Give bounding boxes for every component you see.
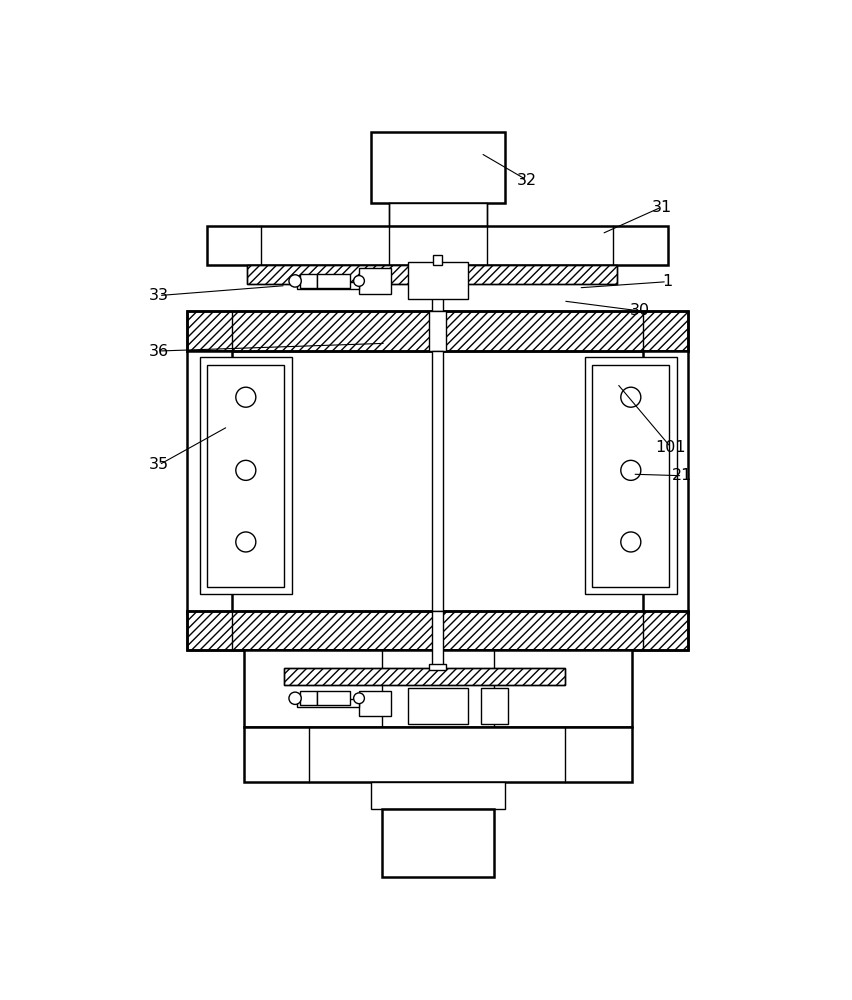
- Circle shape: [620, 387, 640, 407]
- Text: 35: 35: [148, 457, 169, 472]
- Bar: [642, 351, 687, 613]
- Bar: [591, 365, 669, 587]
- Bar: [359, 691, 391, 716]
- Bar: [187, 311, 687, 351]
- Text: 30: 30: [630, 303, 649, 318]
- Circle shape: [620, 460, 640, 480]
- Text: 21: 21: [671, 468, 692, 483]
- Text: 33: 33: [148, 288, 169, 303]
- Bar: [429, 311, 446, 351]
- Bar: [243, 650, 631, 727]
- Bar: [187, 611, 687, 650]
- Bar: [317, 274, 349, 288]
- Bar: [284, 668, 565, 685]
- Text: 101: 101: [655, 440, 685, 455]
- Text: 1: 1: [661, 274, 671, 289]
- Bar: [187, 311, 687, 351]
- Bar: [299, 274, 316, 288]
- Circle shape: [235, 460, 256, 480]
- Bar: [407, 688, 467, 724]
- Circle shape: [235, 387, 256, 407]
- Circle shape: [235, 532, 256, 552]
- Bar: [359, 268, 391, 294]
- Bar: [297, 282, 359, 289]
- Text: 36: 36: [148, 344, 169, 359]
- Circle shape: [289, 275, 301, 287]
- Bar: [243, 727, 631, 782]
- Bar: [207, 365, 284, 587]
- Bar: [481, 688, 508, 724]
- Bar: [584, 357, 676, 594]
- Bar: [433, 255, 441, 265]
- Bar: [317, 691, 349, 705]
- Circle shape: [354, 276, 364, 286]
- Bar: [407, 262, 467, 299]
- Bar: [382, 809, 493, 877]
- Bar: [284, 668, 565, 685]
- Bar: [429, 664, 446, 670]
- Circle shape: [620, 532, 640, 552]
- Text: 31: 31: [651, 200, 671, 215]
- Bar: [432, 284, 442, 311]
- Bar: [187, 611, 687, 650]
- Bar: [432, 351, 442, 611]
- Bar: [199, 357, 291, 594]
- Bar: [247, 265, 616, 284]
- Bar: [297, 699, 359, 707]
- Bar: [187, 351, 232, 613]
- Circle shape: [289, 692, 301, 704]
- Bar: [389, 203, 486, 226]
- Bar: [370, 782, 504, 809]
- Circle shape: [354, 693, 364, 704]
- Bar: [247, 265, 616, 284]
- Bar: [207, 226, 667, 265]
- Bar: [299, 691, 316, 705]
- Bar: [432, 611, 442, 668]
- Text: 32: 32: [516, 173, 536, 188]
- Bar: [370, 132, 504, 203]
